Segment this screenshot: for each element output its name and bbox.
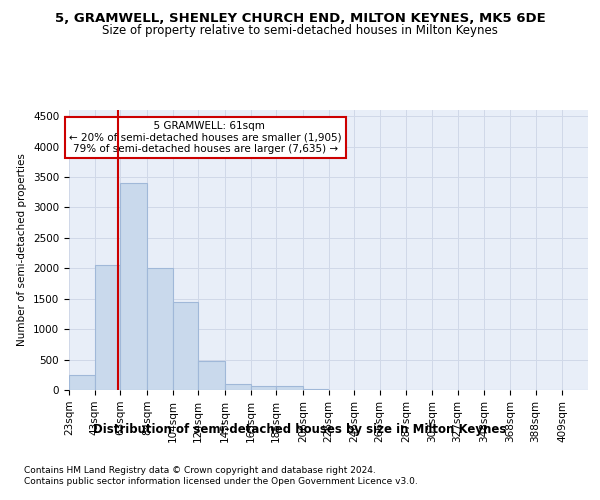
Bar [276, 386, 303, 390]
Bar [147, 268, 173, 390]
Text: Contains public sector information licensed under the Open Government Licence v3: Contains public sector information licen… [24, 478, 418, 486]
Text: 5 GRAMWELL: 61sqm
← 20% of semi-detached houses are smaller (1,905)
79% of semi-: 5 GRAMWELL: 61sqm ← 20% of semi-detached… [70, 121, 342, 154]
Text: Distribution of semi-detached houses by size in Milton Keynes: Distribution of semi-detached houses by … [94, 422, 506, 436]
Bar [69, 375, 95, 390]
Text: Size of property relative to semi-detached houses in Milton Keynes: Size of property relative to semi-detach… [102, 24, 498, 37]
Bar [95, 265, 120, 390]
Bar [198, 362, 225, 390]
Bar [251, 386, 276, 390]
Bar [225, 384, 251, 390]
Bar [120, 183, 147, 390]
Bar [173, 302, 198, 390]
Y-axis label: Number of semi-detached properties: Number of semi-detached properties [17, 154, 28, 346]
Text: Contains HM Land Registry data © Crown copyright and database right 2024.: Contains HM Land Registry data © Crown c… [24, 466, 376, 475]
Text: 5, GRAMWELL, SHENLEY CHURCH END, MILTON KEYNES, MK5 6DE: 5, GRAMWELL, SHENLEY CHURCH END, MILTON … [55, 12, 545, 26]
